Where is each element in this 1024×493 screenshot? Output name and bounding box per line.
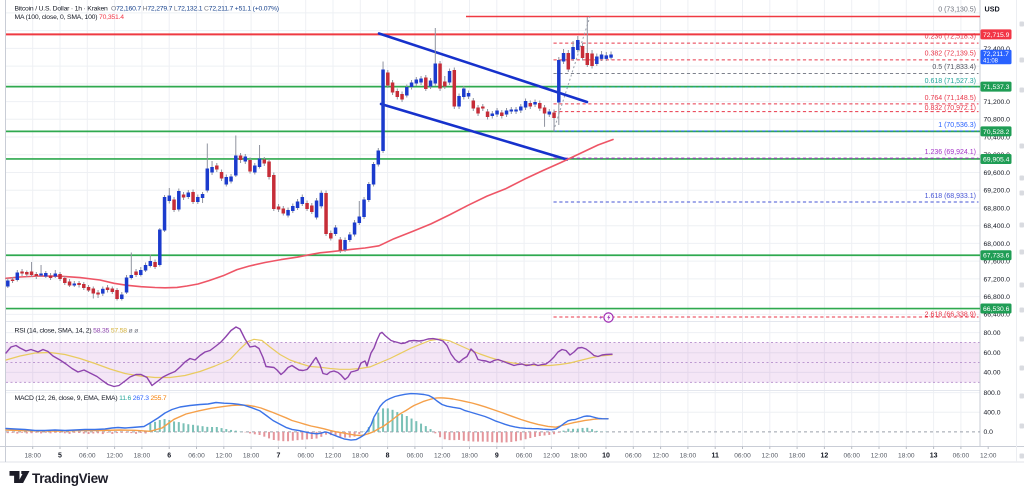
svg-text:12:00: 12:00 (871, 453, 888, 460)
svg-text:67,600.0: 67,600.0 (984, 259, 1011, 266)
svg-text:06:00: 06:00 (516, 453, 533, 460)
svg-text:41:08: 41:08 (983, 59, 999, 65)
svg-text:70,800.0: 70,800.0 (984, 117, 1011, 124)
svg-text:6: 6 (167, 453, 171, 460)
svg-text:5: 5 (58, 453, 62, 460)
svg-text:11: 11 (711, 453, 719, 460)
svg-text:67,200.0: 67,200.0 (984, 276, 1011, 283)
svg-text:12:00: 12:00 (980, 453, 997, 460)
svg-text:66,800.0: 66,800.0 (984, 294, 1011, 301)
svg-text:68,800.0: 68,800.0 (984, 205, 1011, 212)
svg-text:12: 12 (821, 453, 829, 460)
svg-text:06:00: 06:00 (297, 453, 314, 460)
svg-text:18:00: 18:00 (24, 453, 41, 460)
svg-text:18:00: 18:00 (134, 453, 151, 460)
svg-text:12:00: 12:00 (652, 453, 669, 460)
svg-text:MACD (12, 26, close, 9, EMA, E: MACD (12, 26, close, 9, EMA, EMA) 11.6 2… (15, 395, 167, 402)
svg-text:68,000.0: 68,000.0 (984, 241, 1011, 248)
svg-text:12:00: 12:00 (216, 453, 233, 460)
svg-text:72,400.0: 72,400.0 (984, 46, 1011, 53)
svg-text:800.0: 800.0 (984, 390, 1001, 397)
svg-text:06:00: 06:00 (625, 453, 642, 460)
svg-text:67,733.6: 67,733.6 (983, 253, 1010, 260)
svg-text:12:00: 12:00 (543, 453, 560, 460)
svg-text:12:00: 12:00 (762, 453, 779, 460)
svg-text:18:00: 18:00 (243, 453, 260, 460)
svg-text:12:00: 12:00 (434, 453, 451, 460)
svg-text:MA (100, close, 0, SMA, 100) 7: MA (100, close, 0, SMA, 100) 70,351.4 (15, 14, 125, 21)
svg-text:71,200.0: 71,200.0 (984, 99, 1011, 106)
svg-text:18:00: 18:00 (680, 453, 697, 460)
svg-text:06:00: 06:00 (843, 453, 860, 460)
svg-text:8: 8 (386, 453, 390, 460)
svg-text:12:00: 12:00 (325, 453, 342, 460)
svg-text:68,400.0: 68,400.0 (984, 223, 1011, 230)
svg-text:Bitcoin / U.S. Dollar · 1h · K: Bitcoin / U.S. Dollar · 1h · Kraken O72,… (15, 6, 279, 13)
svg-text:400.0: 400.0 (984, 410, 1001, 417)
svg-text:0.382 (72,139.5): 0.382 (72,139.5) (925, 51, 976, 58)
svg-text:72,715.9: 72,715.9 (983, 32, 1010, 39)
svg-text:18:00: 18:00 (352, 453, 369, 460)
svg-text:0.236 (72,518.3): 0.236 (72,518.3) (925, 34, 976, 41)
svg-text:0.0: 0.0 (984, 429, 994, 436)
svg-text:71,537.3: 71,537.3 (983, 84, 1010, 91)
svg-text:0.764 (71,148.5): 0.764 (71,148.5) (925, 95, 976, 102)
svg-text:06:00: 06:00 (734, 453, 751, 460)
svg-text:40.00: 40.00 (984, 370, 1001, 377)
svg-text:06:00: 06:00 (188, 453, 205, 460)
svg-text:69,905.4: 69,905.4 (983, 156, 1010, 163)
svg-text:18:00: 18:00 (898, 453, 915, 460)
svg-text:TradingView: TradingView (32, 471, 109, 486)
svg-text:10: 10 (602, 453, 610, 460)
svg-text:72,211.7: 72,211.7 (983, 51, 1009, 58)
svg-text:69,600.0: 69,600.0 (984, 170, 1011, 177)
svg-text:18:00: 18:00 (789, 453, 806, 460)
svg-text:06:00: 06:00 (953, 453, 970, 460)
svg-text:RSI (14, close, SMA, 14, 2) 58: RSI (14, close, SMA, 14, 2) 58.35 57.58 … (15, 328, 139, 335)
svg-text:0.832 (70,972.1): 0.832 (70,972.1) (925, 105, 976, 112)
svg-text:13: 13 (930, 453, 938, 460)
svg-text:06:00: 06:00 (407, 453, 424, 460)
svg-text:0.5 (71,833.4): 0.5 (71,833.4) (932, 64, 976, 71)
svg-text:80.00: 80.00 (984, 330, 1001, 337)
svg-text:18:00: 18:00 (570, 453, 587, 460)
svg-text:2.618 (66,338.9): 2.618 (66,338.9) (925, 312, 976, 319)
svg-text:66,400.0: 66,400.0 (984, 312, 1011, 319)
svg-text:USD: USD (985, 5, 1000, 14)
svg-text:0.618 (71,527.3): 0.618 (71,527.3) (925, 78, 976, 85)
svg-text:60.00: 60.00 (984, 350, 1001, 357)
svg-text:70,528.2: 70,528.2 (983, 129, 1010, 136)
svg-text:7: 7 (276, 453, 280, 460)
svg-text:0 (73,130.5): 0 (73,130.5) (938, 7, 976, 14)
svg-text:66,530.6: 66,530.6 (983, 306, 1010, 313)
svg-text:12:00: 12:00 (106, 453, 123, 460)
svg-text:70,400.0: 70,400.0 (984, 134, 1011, 141)
svg-text:1.236 (69,924.1): 1.236 (69,924.1) (925, 149, 976, 156)
svg-text:1.618 (68,933.1): 1.618 (68,933.1) (925, 193, 976, 200)
svg-text:18:00: 18:00 (461, 453, 478, 460)
svg-text:06:00: 06:00 (79, 453, 96, 460)
svg-text:9: 9 (495, 453, 499, 460)
svg-text:1 (70,536.3): 1 (70,536.3) (938, 122, 976, 129)
svg-text:69,200.0: 69,200.0 (984, 188, 1011, 195)
